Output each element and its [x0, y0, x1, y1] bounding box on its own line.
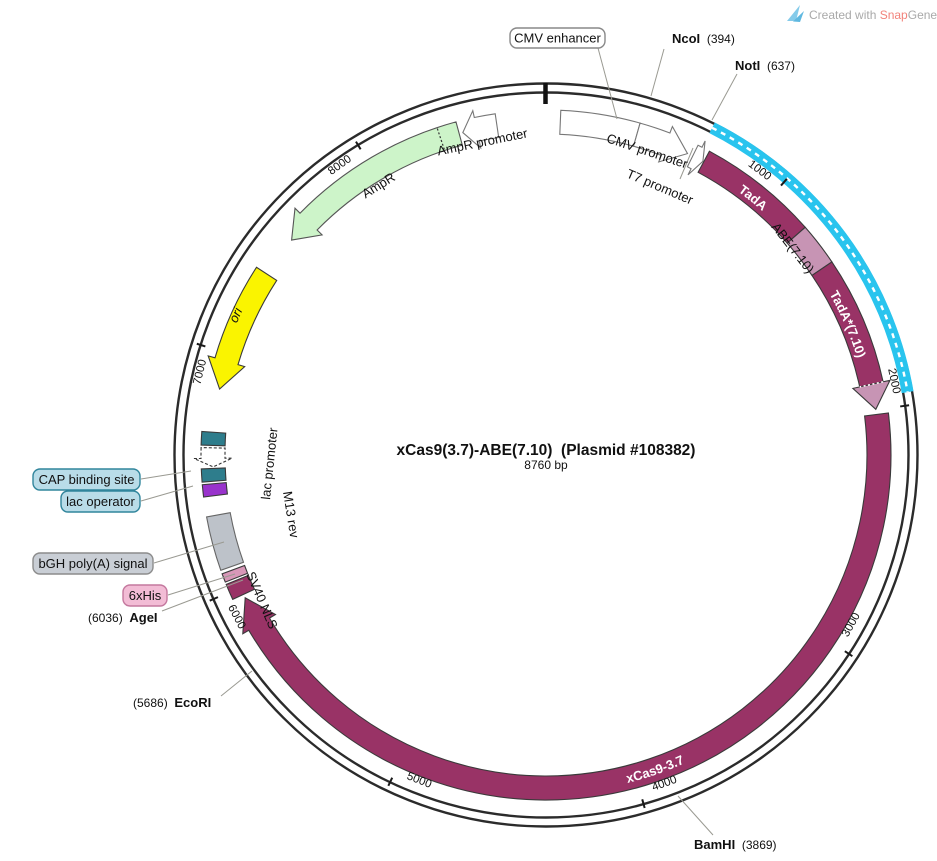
feature-arc-centerline-abe_region: [711, 126, 909, 393]
boxed-label-bg-lac_operator: [60, 490, 141, 513]
feature-shape-ampr_promoter: [462, 108, 500, 150]
boxed-labels: CMV enhancer CAP binding site lac operator…: [32, 27, 606, 607]
feature-shape-m13_rev: [201, 482, 229, 498]
head-back-edge-tada_star_head: [859, 381, 884, 388]
feature-abe_region: [709, 122, 914, 394]
leader-line-bgh_polya: [153, 541, 225, 564]
boxed-label-text-cmv_enhancer: CMV enhancer: [514, 31, 601, 46]
enzyme-label-part-EcoRI-1: EcoRI: [174, 695, 211, 710]
leader-line-his6: [167, 573, 236, 596]
enzyme-label-part-AgeI-0: (6036): [88, 611, 129, 625]
enzyme-label-part-NotI-1: (637): [760, 59, 795, 73]
feature-shape-bgh_polya: [205, 512, 245, 572]
feature-shape-ampr: [290, 121, 463, 241]
feature-lac_promoter: [193, 447, 233, 468]
enzyme-label-NotI: NotI (637): [735, 58, 795, 73]
plasmid-backbone: [173, 82, 919, 828]
feature-ori: [207, 266, 278, 390]
pointer-lines: [140, 47, 738, 836]
feature-shape-lac_operator: [200, 467, 227, 483]
boxed-label-text-cap_binding: CAP binding site: [39, 472, 135, 487]
boxed-label-text-his6: 6xHis: [129, 588, 162, 603]
tick-label-2000: 2000: [885, 367, 902, 395]
tick-label-7000: 7000: [191, 358, 209, 386]
tick-1000: [780, 178, 788, 187]
tick-7000: [196, 342, 206, 348]
enzyme-label-BamHI: BamHI (3869): [694, 837, 777, 852]
leader-line-lac_operator: [140, 485, 194, 502]
feature-label-lac_promoter: lac promoter: [258, 426, 281, 500]
enzyme-label-part-AgeI-1: AgeI: [129, 610, 157, 625]
leader-line-cap_binding: [140, 470, 192, 480]
enzyme-label-AgeI: (6036) AgeI: [88, 610, 158, 625]
feature-ampr_promoter: [462, 108, 500, 150]
boxed-label-text-lac_operator: lac operator: [66, 494, 135, 509]
tick-6000: [209, 596, 219, 602]
feature-shape-t7_promoter: [686, 140, 706, 176]
feature-label-t7_promoter: T7 promoter: [624, 166, 696, 208]
enzyme-leader-NcoI: [650, 48, 665, 97]
feature-xcas9: [242, 412, 892, 801]
enzyme-label-part-NotI-0: NotI: [735, 58, 760, 73]
feature-cap_binding: [200, 430, 227, 447]
t7-promoter-leader-line: [679, 147, 694, 180]
leader-line-cmv_enhancer: [597, 47, 618, 120]
plasmid-size: 8760 bp: [524, 458, 568, 472]
snapgene-logo-icon: [787, 5, 800, 21]
tick-5000: [387, 777, 394, 787]
boxed-label-bg-bgh_polya: [32, 552, 154, 575]
feature-m13_rev: [201, 482, 229, 498]
feature-tada_star_head: [851, 379, 891, 411]
tick-2000: [900, 404, 910, 408]
feature-shape-xcas9: [242, 412, 892, 801]
boxed-label-his6: 6xHis: [122, 584, 168, 607]
enzyme-labels: NcoI (394)NotI (637) BamHI (3869) (5686) E…: [88, 31, 795, 852]
boxed-label-bg-cap_binding: [32, 468, 141, 491]
feature-shape-ori: [207, 266, 278, 390]
boxed-label-text-bgh_polya: bGH poly(A) signal: [38, 556, 147, 571]
feature-cmv_promoter: [632, 122, 689, 163]
watermark-text: Created with SnapGene®: [809, 8, 937, 22]
enzyme-leader-NotI: [711, 73, 738, 121]
feature-shape-lac_promoter: [193, 447, 233, 468]
feature-shape-tada_star_head: [851, 379, 891, 411]
boxed-label-bg-his6: [122, 584, 168, 607]
plasmid-title: xCas9(3.7)-ABE(7.10) (Plasmid #108382): [397, 442, 696, 459]
enzyme-label-part-BamHI-1: (3869): [735, 838, 776, 852]
boxed-label-lac_operator: lac operator: [60, 490, 141, 513]
snapgene-watermark: Created with SnapGene®: [787, 5, 937, 22]
boxed-label-bg-cmv_enhancer: [509, 27, 606, 49]
boxed-label-bgh_polya: bGH poly(A) signal: [32, 552, 154, 575]
enzyme-leader-AgeI: [161, 579, 244, 612]
enzyme-label-EcoRI: (5686) EcoRI: [133, 695, 211, 710]
tick-3000: [844, 650, 853, 657]
feature-arcs: [193, 108, 914, 801]
boxed-label-cmv_enhancer: CMV enhancer: [509, 27, 606, 49]
feature-shape-cmv_promoter: [632, 122, 689, 163]
enzyme-leader-BamHI: [677, 795, 714, 836]
enzyme-label-part-BamHI-0: BamHI: [694, 837, 735, 852]
feature-t7_promoter: [686, 140, 706, 176]
tick-8000: [355, 141, 362, 150]
snapgene-logo-icon-wing: [793, 11, 804, 22]
tick-4000: [641, 799, 646, 809]
feature-sv40_nls: [225, 574, 256, 601]
enzyme-label-part-EcoRI-0: (5686): [133, 696, 174, 710]
feature-label-m13_rev: M13 rev: [280, 490, 302, 539]
enzyme-label-part-NcoI-1: (394): [700, 32, 735, 46]
feature-lac_operator: [200, 467, 227, 483]
enzyme-label-NcoI: NcoI (394): [672, 31, 735, 46]
feature-shape-cap_binding: [200, 430, 227, 447]
feature-shape-sv40_nls: [225, 574, 256, 601]
enzyme-label-part-NcoI-0: NcoI: [672, 31, 700, 46]
feature-bgh_polya: [205, 512, 245, 572]
feature-ampr: [290, 121, 463, 241]
enzyme-leader-EcoRI: [220, 670, 253, 697]
boxed-label-cap_binding: CAP binding site: [32, 468, 141, 491]
